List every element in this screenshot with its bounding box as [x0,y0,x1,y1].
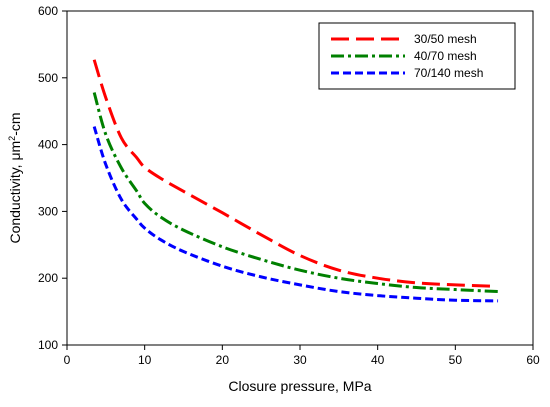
x-tick-label: 20 [216,353,230,367]
series-line-3 [92,126,499,303]
x-tick-label: 40 [371,353,385,367]
legend-label-1: 30/50 mesh [414,32,477,46]
y-axis-title: Conductivity, μm2-cm [7,112,23,243]
x-tick-label: 0 [64,353,71,367]
plot-area: 0 10 20 30 40 50 60 100 200 300 400 500 600 [38,4,540,367]
y-tick-label: 400 [38,138,58,152]
y-tick-label: 300 [38,204,58,218]
x-tick-label: 60 [526,353,540,367]
y-axis-title-prefix: Conductivity, μm [7,141,23,244]
legend-label-3: 70/140 mesh [414,66,483,80]
y-axis-title-suffix: -cm [7,112,23,135]
series-line-2 [92,92,499,294]
series-line-1 [92,59,495,288]
legend-box [318,22,516,90]
legend-label-2: 40/70 mesh [414,49,477,63]
x-axis-title: Closure pressure, MPa [228,378,371,394]
y-tick-label: 200 [38,271,58,285]
legend: 30/50 mesh 40/70 mesh 70/140 mesh [318,22,516,90]
x-tick-label: 10 [138,353,152,367]
y-tick-label: 100 [38,338,58,352]
y-tick-label: 600 [38,4,58,18]
y-axis-title-superscript: 2 [7,136,17,141]
x-tick-label: 50 [449,353,463,367]
x-tick-label: 30 [293,353,307,367]
y-tick-label: 500 [38,71,58,85]
